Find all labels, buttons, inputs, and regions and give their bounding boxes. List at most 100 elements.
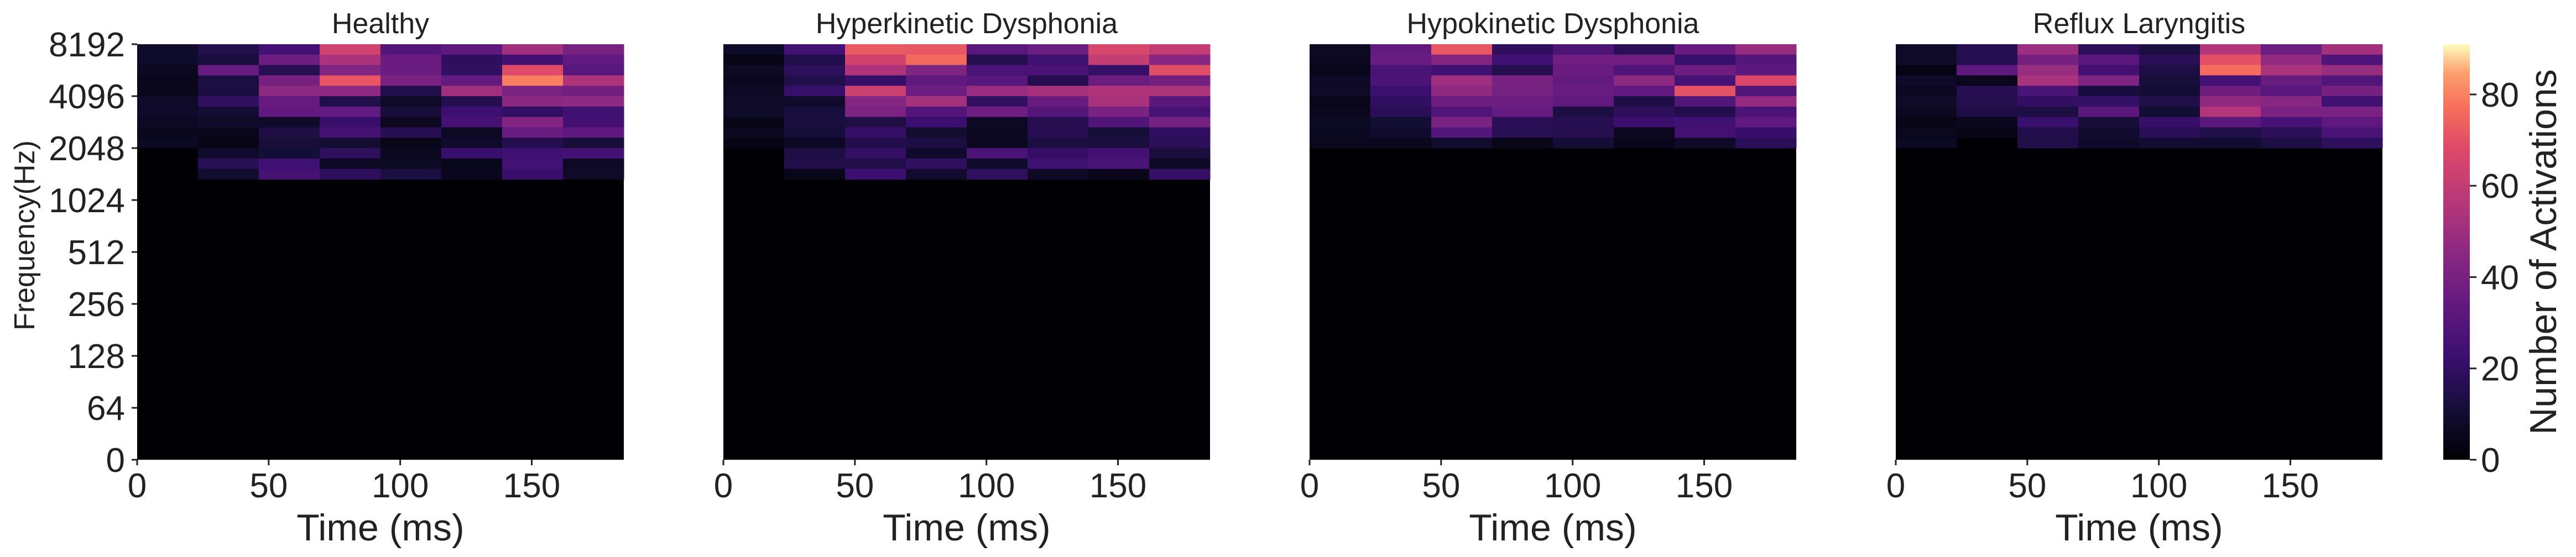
heatmap-cell (723, 75, 785, 86)
heatmap-cell (845, 138, 906, 149)
heatmap-cell (2078, 138, 2140, 149)
heatmap-cell (845, 117, 906, 128)
heatmap-cell (845, 86, 906, 97)
heatmap-cell (137, 127, 199, 138)
heatmap-cell (2322, 54, 2383, 66)
heatmap-cell (1896, 44, 1957, 55)
heatmap-cell (2078, 127, 2140, 138)
heatmap-cell (1614, 75, 1675, 86)
heatmap-cell (1735, 86, 1797, 97)
heatmap-cell (137, 138, 199, 149)
heatmap-cell (320, 148, 381, 159)
heatmap-cell (563, 75, 624, 86)
heatmap-cell (259, 117, 320, 128)
heatmap-cell (1088, 96, 1150, 107)
heatmap-cell (1149, 65, 1211, 76)
heatmap-cell (198, 169, 259, 180)
heatmap-cell (137, 96, 199, 107)
heatmap-cell (906, 169, 967, 180)
heatmap-cell (2322, 138, 2383, 149)
heatmap-cell (198, 86, 259, 97)
heatmap-cell (1957, 65, 2018, 76)
x-tick-label: 0 (714, 467, 733, 505)
heatmap-cell (1896, 54, 1957, 66)
heatmap-cell (2322, 96, 2383, 107)
heatmap-cell (1675, 44, 1736, 55)
heatmap-cell (2078, 54, 2140, 66)
heatmap-cell (1735, 127, 1797, 138)
heatmap-cell (845, 44, 906, 55)
heatmap-cell (2078, 65, 2140, 76)
heatmap-cell (1896, 138, 1957, 149)
heatmap-cell (502, 117, 564, 128)
heatmap-cell (1149, 54, 1211, 66)
heatmap-cell (1614, 65, 1675, 76)
heatmap-cell (967, 148, 1028, 159)
heatmap-cell (259, 106, 320, 118)
heatmap-cell (1735, 96, 1797, 107)
heatmap-cell (2078, 106, 2140, 118)
heatmap-cell (1028, 169, 1089, 180)
heatmap-cell (2261, 127, 2322, 138)
heatmap-cell (1492, 106, 1553, 118)
heatmap-cell (380, 54, 442, 66)
heatmap-cell (723, 65, 785, 76)
heatmap-cell (1957, 54, 2018, 66)
panels-layer: Healthy 0 50 100 150 Time (ms) 0 64 128 256 512 102… (9, 8, 2383, 549)
heatmap-cell (1492, 75, 1553, 86)
heatmap-cell (2261, 65, 2322, 76)
y-tick-label: 1024 (49, 182, 125, 220)
y-tick-label: 512 (68, 234, 125, 272)
heatmap-cell (1149, 44, 1211, 55)
heatmap-cell (2261, 44, 2322, 55)
heatmap-cell (1310, 54, 1371, 66)
heatmap-cell (784, 127, 846, 138)
heatmap-cell (2200, 65, 2261, 76)
heatmap-cell (2078, 117, 2140, 128)
heatmap-cell (1088, 44, 1150, 55)
heatmap-cell (137, 86, 199, 97)
y-tick-label: 128 (68, 338, 125, 376)
heatmap-cell (320, 86, 381, 97)
heatmap-cell (1431, 75, 1493, 86)
heatmap-cell (1028, 106, 1089, 118)
heatmap-cell (1896, 75, 1957, 86)
heatmap-cell (502, 148, 564, 159)
heatmap-cell (502, 96, 564, 107)
heatmap-cell (137, 117, 199, 128)
heatmap-cell (1675, 75, 1736, 86)
panel-1: Healthy 0 50 100 150 Time (ms) 0 64 128 256 512 102… (9, 8, 624, 549)
heatmap-cell (2322, 117, 2383, 128)
heatmap-cell (1492, 138, 1553, 149)
x-tick-label: 100 (2130, 467, 2187, 505)
heatmap-cell (1149, 106, 1211, 118)
heatmap-cell (1028, 75, 1089, 86)
heatmap-cell (137, 75, 199, 86)
heatmap-cell (1553, 65, 1614, 76)
heatmap-cell (1614, 54, 1675, 66)
heatmap-cell (2261, 138, 2322, 149)
heatmap-cell (1553, 96, 1614, 107)
heatmap-cell (1614, 106, 1675, 118)
heatmap-cell (2017, 75, 2079, 86)
heatmap-cell (502, 138, 564, 149)
heatmap-cell (1149, 75, 1211, 86)
x-tick-label: 50 (2008, 467, 2046, 505)
heatmap-cell (1149, 127, 1211, 138)
heatmap-cell (441, 86, 503, 97)
heatmap-cell (2078, 96, 2140, 107)
heatmap-cell (1149, 96, 1211, 107)
heatmap-cell (502, 127, 564, 138)
heatmap-cell (784, 106, 846, 118)
heatmap-cell (380, 169, 442, 180)
heatmap-cell (441, 127, 503, 138)
heatmap-cell (906, 127, 967, 138)
x-tick-label: 0 (1300, 467, 1319, 505)
x-tick-label: 150 (2262, 467, 2319, 505)
heatmap-cell (1614, 86, 1675, 97)
y-tick-label: 8192 (49, 26, 125, 64)
heatmap-cell (784, 158, 846, 170)
heatmap-cell (1675, 54, 1736, 66)
heatmap-cell (2139, 65, 2200, 76)
heatmap-cell (380, 148, 442, 159)
